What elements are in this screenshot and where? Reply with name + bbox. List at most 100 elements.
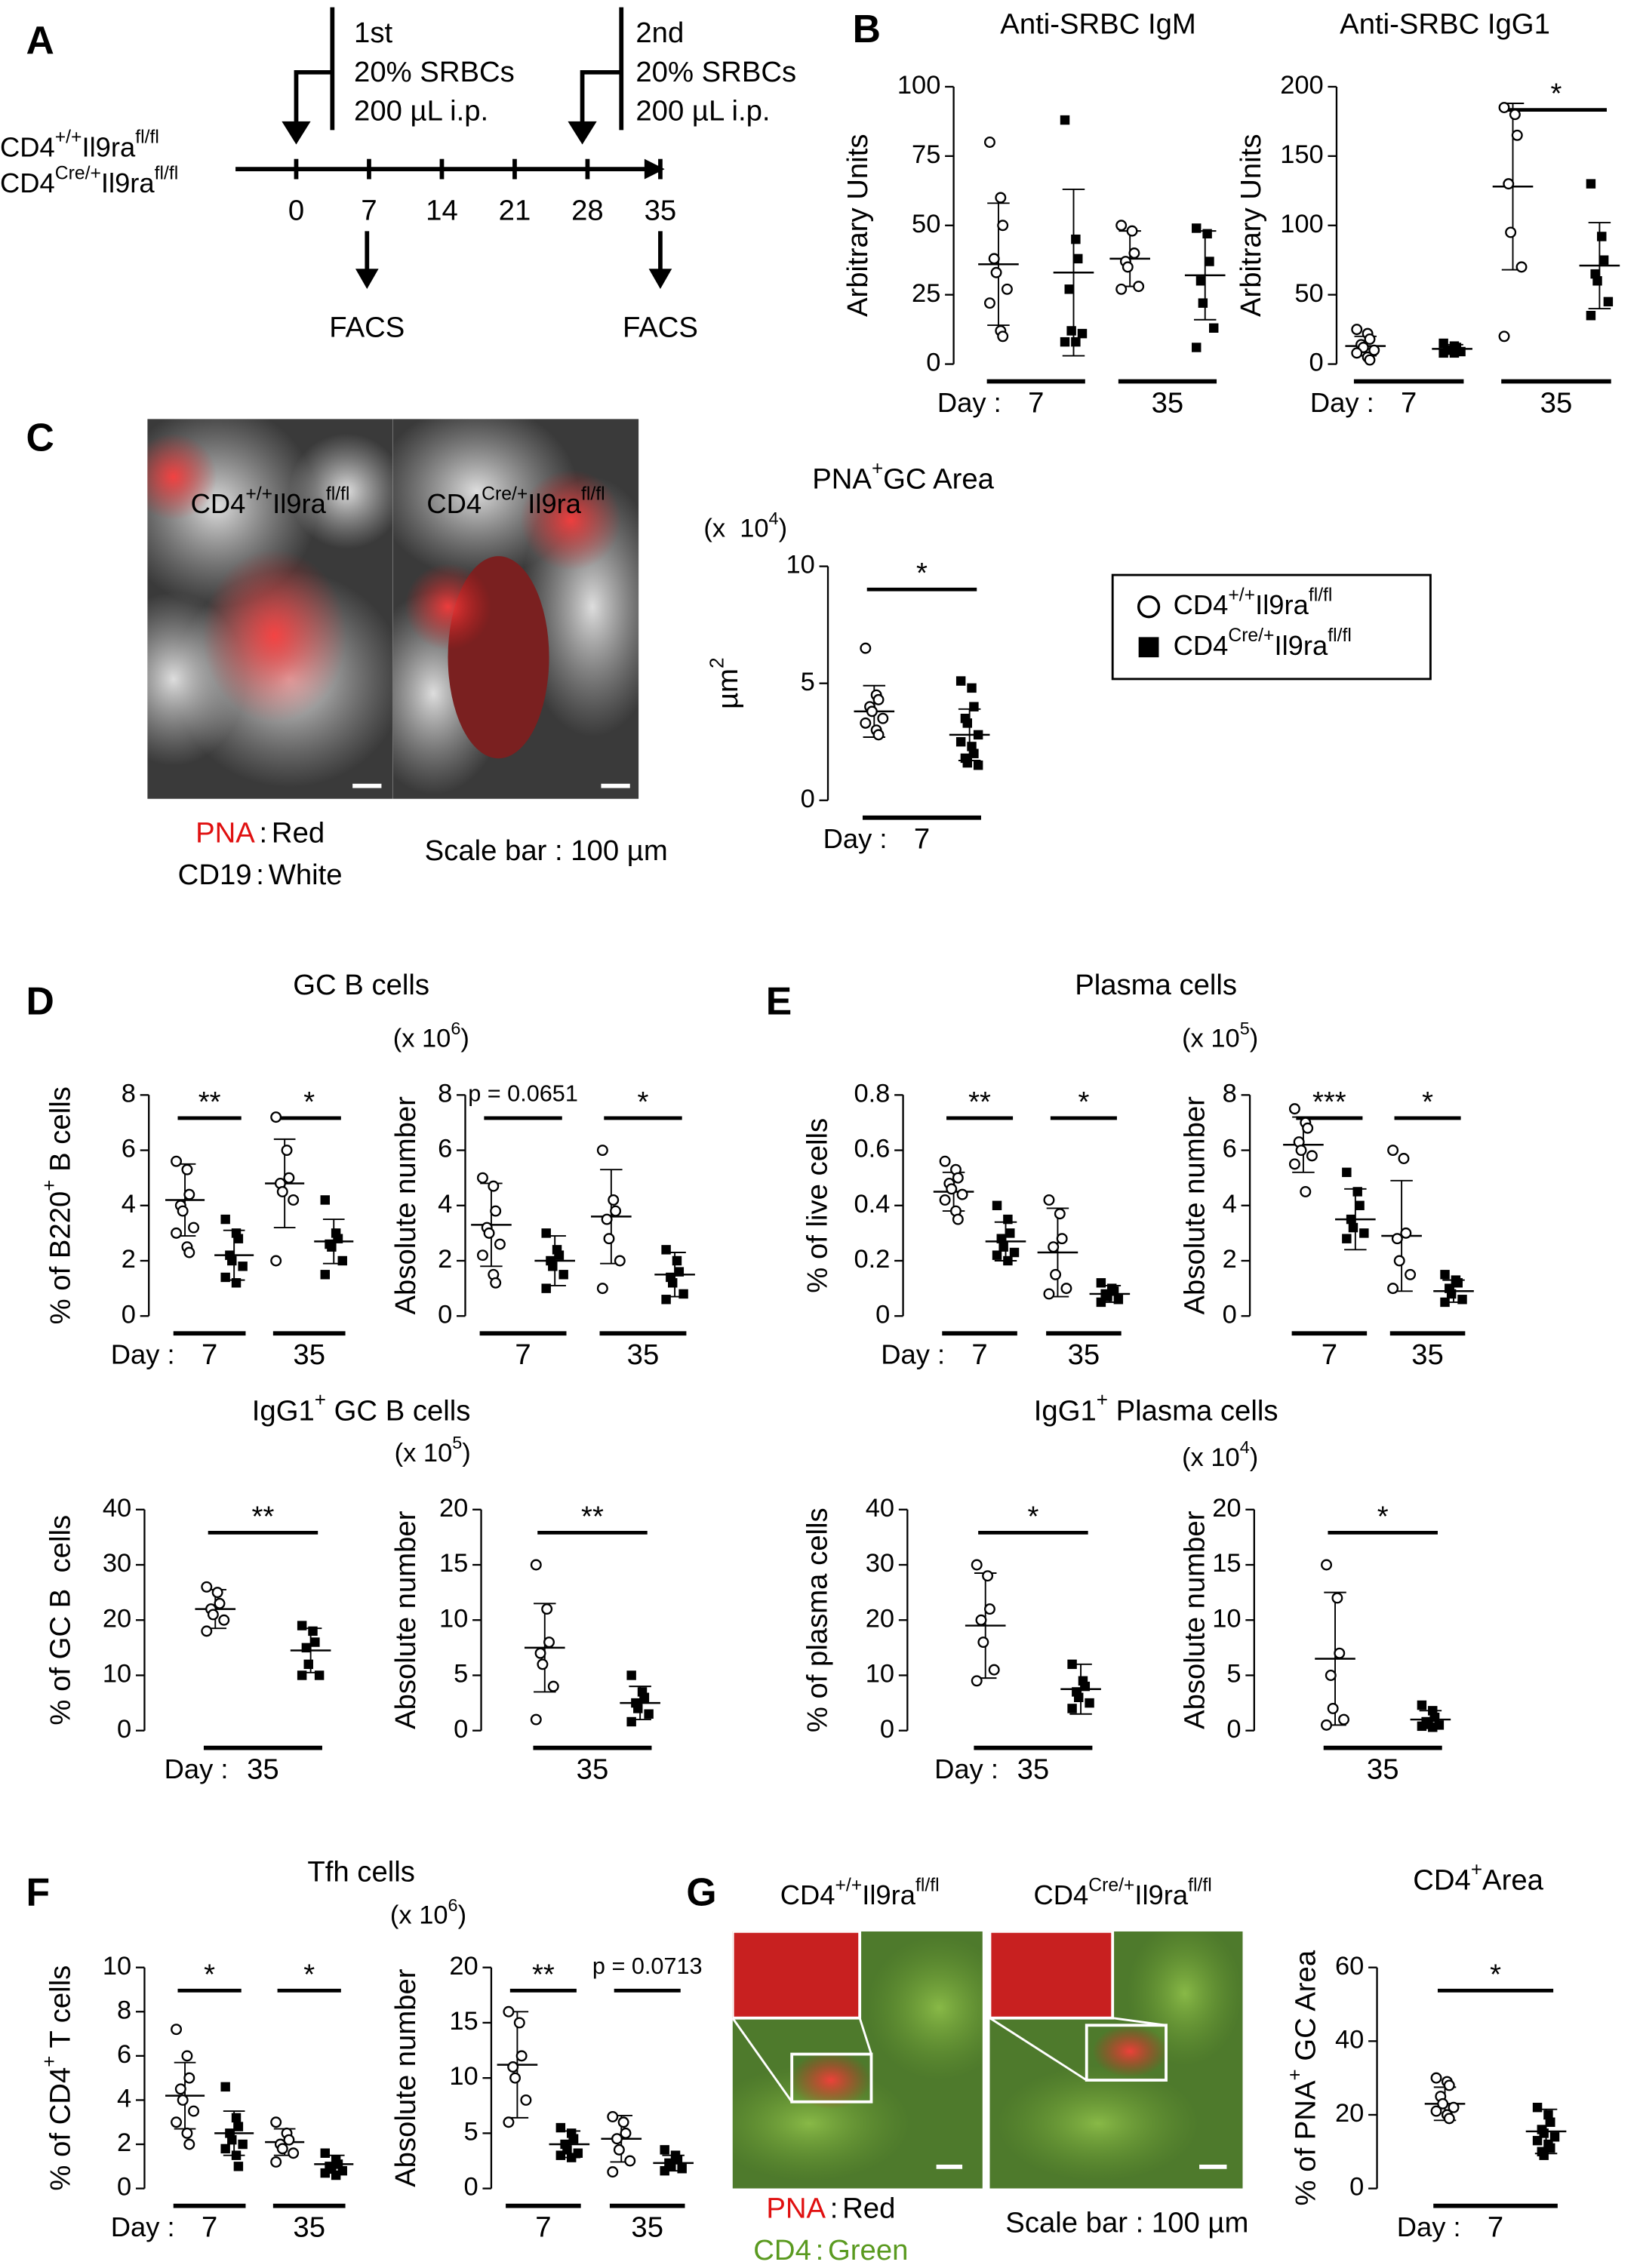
marker-open-circle bbox=[270, 2156, 282, 2168]
marker-open-circle bbox=[1126, 225, 1138, 237]
marker-open-circle bbox=[183, 2072, 195, 2084]
inset-frame bbox=[1085, 2024, 1168, 2082]
y-tick-label: 40 bbox=[1335, 2025, 1364, 2054]
marker-filled-square bbox=[303, 1659, 313, 1670]
marker-filled-square bbox=[555, 2150, 566, 2160]
category-label: 7 bbox=[971, 1338, 987, 1371]
marker-filled-square bbox=[1543, 2110, 1553, 2120]
marker-filled-square bbox=[297, 1621, 307, 1630]
y-tick-label: 0 bbox=[464, 2173, 478, 2202]
marker-filled-square bbox=[962, 718, 973, 728]
image-genotype-part: Cre/+ bbox=[1088, 1875, 1134, 1895]
legend-label-part: CD4 bbox=[1174, 589, 1229, 620]
chart-title: IgG1+ Plasma cells bbox=[1034, 1388, 1278, 1427]
marker-filled-square bbox=[674, 1267, 685, 1277]
axis-multiplier-part: (x 10 bbox=[1182, 1025, 1240, 1053]
y-tick-label: 25 bbox=[912, 279, 940, 308]
y-tick-label: 40 bbox=[103, 1494, 131, 1523]
y-axis-label: % of B220+ B cells bbox=[38, 1086, 77, 1324]
legend-label: CD4Cre/+Il9rafl/fl bbox=[1174, 625, 1352, 661]
marker-filled-square bbox=[626, 1670, 636, 1680]
inset-connector bbox=[989, 2017, 1167, 2082]
micrograph bbox=[392, 419, 639, 799]
marker-open-circle bbox=[270, 1111, 282, 1123]
stain-color: Red bbox=[272, 817, 325, 850]
y-tick-label: 2 bbox=[1223, 1245, 1237, 1274]
marker-filled-square bbox=[1453, 1278, 1463, 1288]
marker-open-circle bbox=[288, 2147, 300, 2159]
marker-open-circle bbox=[171, 2024, 183, 2036]
panel-label: A bbox=[26, 18, 54, 62]
marker-filled-square bbox=[661, 1295, 671, 1305]
legend-label-part: Il9ra bbox=[1255, 589, 1309, 620]
image-genotype-part: +/+ bbox=[835, 1875, 862, 1895]
legend-label-part: CD4 bbox=[1174, 629, 1229, 660]
marker-filled-square bbox=[1440, 1297, 1450, 1308]
marker-open-circle bbox=[201, 1581, 213, 1593]
y-tick-label: 150 bbox=[1280, 140, 1323, 169]
marker-open-circle bbox=[1334, 1647, 1346, 1659]
stain-caption: PNA: Red bbox=[195, 817, 325, 850]
timeline-day: 28 bbox=[571, 195, 604, 227]
y-tick-label: 2 bbox=[117, 2128, 131, 2157]
marker-open-circle bbox=[975, 1614, 987, 1626]
significance-label: * bbox=[1490, 1958, 1501, 1990]
significance-label: ** bbox=[252, 1500, 275, 1532]
marker-open-circle bbox=[283, 2134, 295, 2146]
marker-filled-square bbox=[992, 1250, 1002, 1260]
y-tick-label: 75 bbox=[912, 140, 940, 169]
marker-filled-square bbox=[331, 2170, 341, 2180]
significance-label: ** bbox=[968, 1086, 991, 1118]
axis-multiplier-part: 4 bbox=[1240, 1437, 1250, 1457]
marker-filled-square bbox=[1446, 1289, 1457, 1299]
injection-volume: 200 µL i.p. bbox=[354, 95, 488, 128]
axis-multiplier-part: ) bbox=[779, 515, 787, 543]
marker-open-circle bbox=[515, 2050, 528, 2062]
marker-filled-square bbox=[1077, 328, 1088, 339]
y-axis-label-part: % of B220 bbox=[44, 1191, 76, 1325]
marker-open-circle bbox=[983, 1603, 995, 1615]
y-axis-label: Arbitrary Units bbox=[842, 134, 874, 317]
marker-open-circle bbox=[877, 712, 889, 724]
significance-label: ** bbox=[581, 1500, 604, 1532]
marker-filled-square bbox=[626, 1716, 636, 1727]
marker-open-circle bbox=[607, 2166, 619, 2178]
marker-open-circle bbox=[530, 1713, 542, 1726]
axis-multiplier-part: 6 bbox=[448, 1895, 458, 1915]
marker-filled-square bbox=[1592, 276, 1602, 286]
marker-open-circle bbox=[624, 2155, 636, 2167]
marker-filled-square bbox=[558, 1270, 568, 1280]
marker-open-circle bbox=[490, 1277, 502, 1289]
category-label: 35 bbox=[631, 2211, 663, 2243]
axis-multiplier-part: ) bbox=[458, 1901, 466, 1930]
stain-name: CD4 bbox=[753, 2234, 811, 2266]
marker-filled-square bbox=[320, 1195, 330, 1205]
image-texture bbox=[520, 469, 622, 571]
image-genotype: CD4+/+Il9rafl/fl bbox=[780, 1875, 940, 1910]
marker-open-circle bbox=[188, 2105, 200, 2117]
marker-open-circle bbox=[1306, 1150, 1318, 1162]
chart-title-part: + bbox=[315, 1388, 326, 1411]
marker-filled-square bbox=[1080, 1681, 1091, 1692]
marker-open-circle bbox=[1400, 1227, 1412, 1239]
marker-open-circle bbox=[1387, 1145, 1399, 1157]
marker-open-circle bbox=[1448, 2101, 1460, 2113]
marker-open-circle bbox=[614, 1255, 626, 1267]
injection-arrow bbox=[580, 69, 622, 128]
image-texture bbox=[997, 2065, 1200, 2182]
timeline-day: 21 bbox=[499, 195, 531, 227]
marker-filled-square bbox=[1192, 223, 1202, 233]
y-tick-label: 20 bbox=[439, 1494, 468, 1523]
marker-open-circle bbox=[1321, 1559, 1333, 1571]
genotype-label: CD4Cre/+Il9rafl/fl bbox=[0, 163, 178, 198]
y-tick-label: 6 bbox=[1223, 1135, 1237, 1163]
marker-filled-square bbox=[667, 1278, 678, 1288]
y-tick-label: 10 bbox=[1212, 1604, 1241, 1633]
marker-filled-square bbox=[1539, 2128, 1549, 2138]
marker-open-circle bbox=[171, 2116, 183, 2128]
readout-label: FACS bbox=[623, 312, 698, 344]
marker-filled-square bbox=[233, 2122, 244, 2131]
marker-filled-square bbox=[541, 1283, 551, 1293]
marker-open-circle bbox=[1498, 330, 1510, 343]
marker-filled-square bbox=[955, 736, 966, 747]
